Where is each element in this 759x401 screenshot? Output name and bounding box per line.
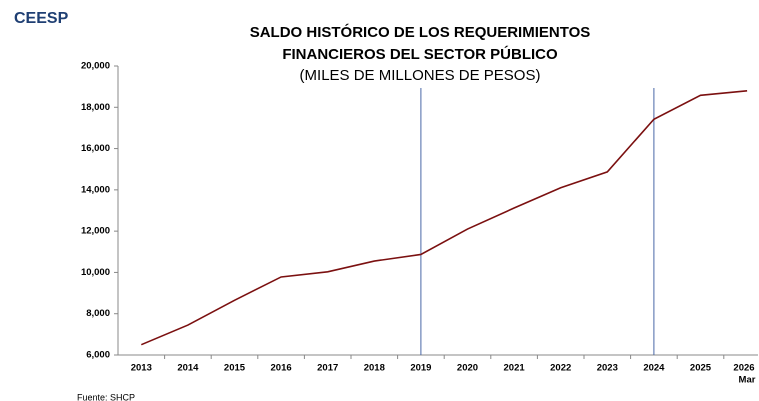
x-tick-label: 2018: [364, 363, 385, 374]
x-tick-label: 2021: [504, 363, 526, 374]
brand: CEESP: [14, 10, 69, 27]
x-tick-label: 2022: [550, 363, 571, 374]
y-tick-label: 10,000: [81, 267, 110, 278]
y-tick-label: 18,000: [81, 102, 110, 113]
x-tick-label: 2024: [643, 363, 665, 374]
y-tick-label: 8,000: [86, 308, 110, 319]
x-tick-label: 2023: [597, 363, 618, 374]
x-tick-label: 2020: [457, 363, 478, 374]
x-tick-label: 2025: [690, 363, 712, 374]
x-tick-label: 2013: [131, 363, 152, 374]
y-tick-label: 12,000: [81, 226, 110, 237]
x-tick-note: Mar: [739, 375, 756, 386]
x-tick-label: 2015: [224, 363, 246, 374]
y-tick-label: 16,000: [81, 143, 110, 154]
y-tick-label: 14,000: [81, 184, 110, 195]
x-tick-label: 2016: [271, 363, 292, 374]
y-tick-label: 20,000: [81, 61, 110, 72]
y-tick-label: 6,000: [86, 350, 110, 361]
data-line: [140, 89, 748, 346]
chart-title: SALDO HISTÓRICO DE LOS REQUERIMIENTOS: [250, 23, 591, 41]
source: Fuente: SHCP: [77, 392, 135, 401]
x-tick-label: 2019: [410, 363, 431, 374]
chart-subtitle: (MILES DE MILLONES DE PESOS): [300, 67, 541, 84]
chart-title: FINANCIEROS DEL SECTOR PÚBLICO: [282, 45, 558, 63]
x-tick-label: 2014: [177, 363, 199, 374]
x-tick-label: 2017: [317, 363, 338, 374]
x-tick-label: 2026: [733, 363, 754, 374]
